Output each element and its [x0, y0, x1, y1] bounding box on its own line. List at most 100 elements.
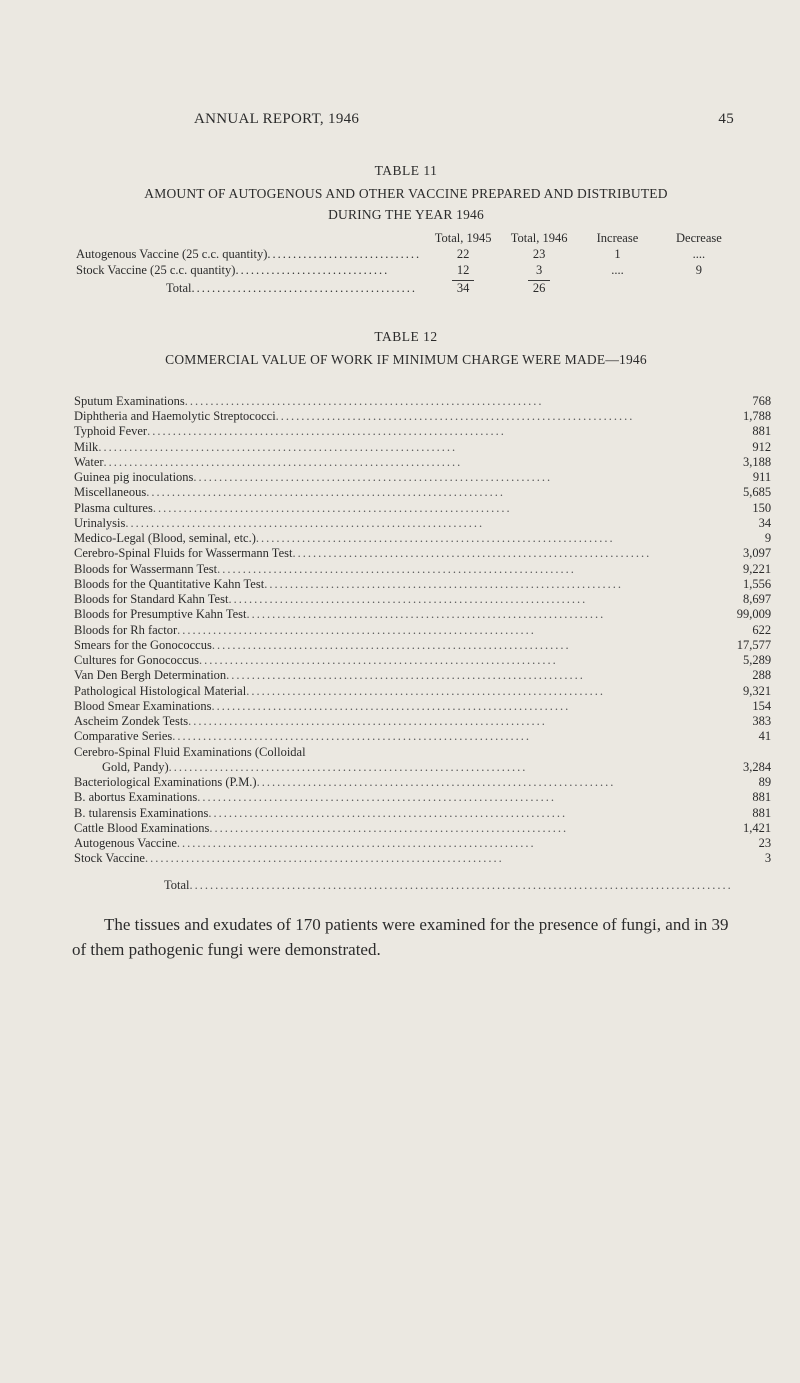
- row-label: Autogenous Vaccine (25 c.c. quantity): [76, 247, 267, 263]
- cell-count: 288: [735, 668, 800, 683]
- table12-label: TABLE 12: [72, 329, 740, 346]
- cell-count: 881: [735, 806, 800, 821]
- cell-count: 911: [735, 470, 800, 485]
- col-header: Total, 1945: [425, 231, 501, 247]
- row-label: Blood Smear Examinations: [74, 699, 211, 714]
- row-label: Plasma cultures: [74, 501, 153, 516]
- table12: Sputum Examinations.....................…: [72, 379, 800, 893]
- page: ANNUAL REPORT, 1946 45 TABLE 11 AMOUNT O…: [0, 0, 800, 1383]
- table-row: Milk....................................…: [72, 440, 800, 455]
- table-row: B. tularensis Examinations..............…: [72, 806, 800, 821]
- table-row: Autogenous Vaccine (25 c.c. quantity)...…: [72, 247, 740, 263]
- table-row: Water...................................…: [72, 455, 800, 470]
- cell-count: 23: [735, 836, 800, 851]
- cell-count: 3: [735, 851, 800, 866]
- cell: 22: [425, 247, 501, 263]
- cell-count: 912: [735, 440, 800, 455]
- row-label: Cerebro-Spinal Fluids for Wassermann Tes…: [74, 546, 292, 561]
- table11: Total, 1945 Total, 1946 Increase Decreas…: [72, 231, 740, 297]
- page-number: 45: [718, 110, 734, 129]
- cell: 3: [501, 263, 577, 279]
- row-label: Bloods for Rh factor: [74, 623, 177, 638]
- table-row: Stock Vaccine (25 c.c. quantity)........…: [72, 263, 740, 279]
- body-paragraph: The tissues and exudates of 170 patients…: [72, 913, 740, 962]
- cell-count: 1,788: [735, 409, 800, 424]
- cell-count: 9,321: [735, 684, 800, 699]
- row-label: Bacteriological Examinations (P.M.): [74, 775, 257, 790]
- row-label: B. abortus Examinations: [74, 790, 197, 805]
- cell-count: 5,685: [735, 485, 800, 500]
- row-label: Bloods for Presumptive Kahn Test: [74, 607, 247, 622]
- table11-total-row: Total ..................................…: [72, 281, 740, 297]
- table-row: Pathological Histological Material......…: [72, 684, 800, 699]
- cell-count: 3,284: [735, 760, 800, 775]
- cell-count: 3,097: [735, 546, 800, 561]
- total-label: Total: [164, 878, 190, 893]
- row-label: Sputum Examinations: [74, 394, 185, 409]
- cell-count: 881: [735, 424, 800, 439]
- report-title: ANNUAL REPORT, 1946: [194, 110, 359, 129]
- row-label: Bloods for Wassermann Test: [74, 562, 217, 577]
- table11-title: AMOUNT OF AUTOGENOUS AND OTHER VACCINE P…: [72, 186, 740, 203]
- table-row: Blood Smear Examinations................…: [72, 699, 800, 714]
- table11-subtitle: DURING THE YEAR 1946: [72, 207, 740, 224]
- row-label: Ascheim Zondek Tests: [74, 714, 188, 729]
- cell-count: 383: [735, 714, 800, 729]
- cell-count: 150: [735, 501, 800, 516]
- row-label: Stock Vaccine: [74, 851, 145, 866]
- row-label: Smears for the Gonococcus: [74, 638, 212, 653]
- table-row: Sputum Examinations.....................…: [72, 379, 800, 410]
- table-row: Autogenous Vaccine......................…: [72, 836, 800, 851]
- table11-header-row: Total, 1945 Total, 1946 Increase Decreas…: [72, 231, 740, 247]
- cell-count: 1,421: [735, 821, 800, 836]
- cell-count: 622: [735, 623, 800, 638]
- cell: 34: [425, 281, 501, 297]
- table-row: Bloods for Presumptive Kahn Test........…: [72, 607, 800, 622]
- row-label: Urinalysis: [74, 516, 125, 531]
- table-row: Ascheim Zondek Tests....................…: [72, 714, 800, 729]
- table-row: Bloods for Wassermann Test..............…: [72, 562, 800, 577]
- table12-title: COMMERCIAL VALUE OF WORK IF MINIMUM CHAR…: [72, 352, 740, 369]
- row-label: Water: [74, 455, 104, 470]
- table-row: Gold, Pandy)............................…: [72, 760, 800, 775]
- row-label: Bloods for the Quantitative Kahn Test: [74, 577, 264, 592]
- table-row: Urinalysis..............................…: [72, 516, 800, 531]
- cell-count: [735, 745, 800, 760]
- running-header: ANNUAL REPORT, 1946 45: [72, 110, 740, 129]
- cell-count: 5,289: [735, 653, 800, 668]
- table-row: B. abortus Examinations.................…: [72, 790, 800, 805]
- table-row: Plasma cultures.........................…: [72, 501, 800, 516]
- table-row: Cerebro-Spinal Fluid Examinations (Collo…: [72, 745, 800, 760]
- table-row: Comparative Series......................…: [72, 729, 800, 744]
- cell-count: 8,697: [735, 592, 800, 607]
- row-label: Cerebro-Spinal Fluid Examinations (Collo…: [74, 745, 306, 760]
- cell: 1: [577, 247, 658, 263]
- table-row: Cattle Blood Examinations...............…: [72, 821, 800, 836]
- row-label: Typhoid Fever: [74, 424, 147, 439]
- cell-count: 9,221: [735, 562, 800, 577]
- col-header: Increase: [577, 231, 658, 247]
- row-label: B. tularensis Examinations: [74, 806, 208, 821]
- table11-label: TABLE 11: [72, 163, 740, 180]
- table12-total-row: Total ..................................…: [72, 872, 800, 893]
- cell: 23: [501, 247, 577, 263]
- cell-count: 89: [735, 775, 800, 790]
- row-label: Comparative Series: [74, 729, 172, 744]
- cell: ....: [577, 263, 658, 279]
- row-label: Gold, Pandy): [102, 760, 169, 775]
- col-header: Decrease: [658, 231, 740, 247]
- cell-count: 154: [735, 699, 800, 714]
- cell-count: 1,556: [735, 577, 800, 592]
- row-label: Pathological Histological Material: [74, 684, 246, 699]
- table-row: Cerebro-Spinal Fluids for Wassermann Tes…: [72, 546, 800, 561]
- table-row: Bacteriological Examinations (P.M.).....…: [72, 775, 800, 790]
- row-label: Guinea pig inoculations: [74, 470, 193, 485]
- cell: 12: [425, 263, 501, 279]
- row-label: Stock Vaccine (25 c.c. quantity): [76, 263, 235, 279]
- row-label: Milk: [74, 440, 98, 455]
- cell-count: 41: [735, 729, 800, 744]
- table-row: Typhoid Fever...........................…: [72, 424, 800, 439]
- cell-count: 9: [735, 531, 800, 546]
- table-row: Bloods for Rh factor....................…: [72, 623, 800, 638]
- cell-count: 768: [735, 379, 800, 410]
